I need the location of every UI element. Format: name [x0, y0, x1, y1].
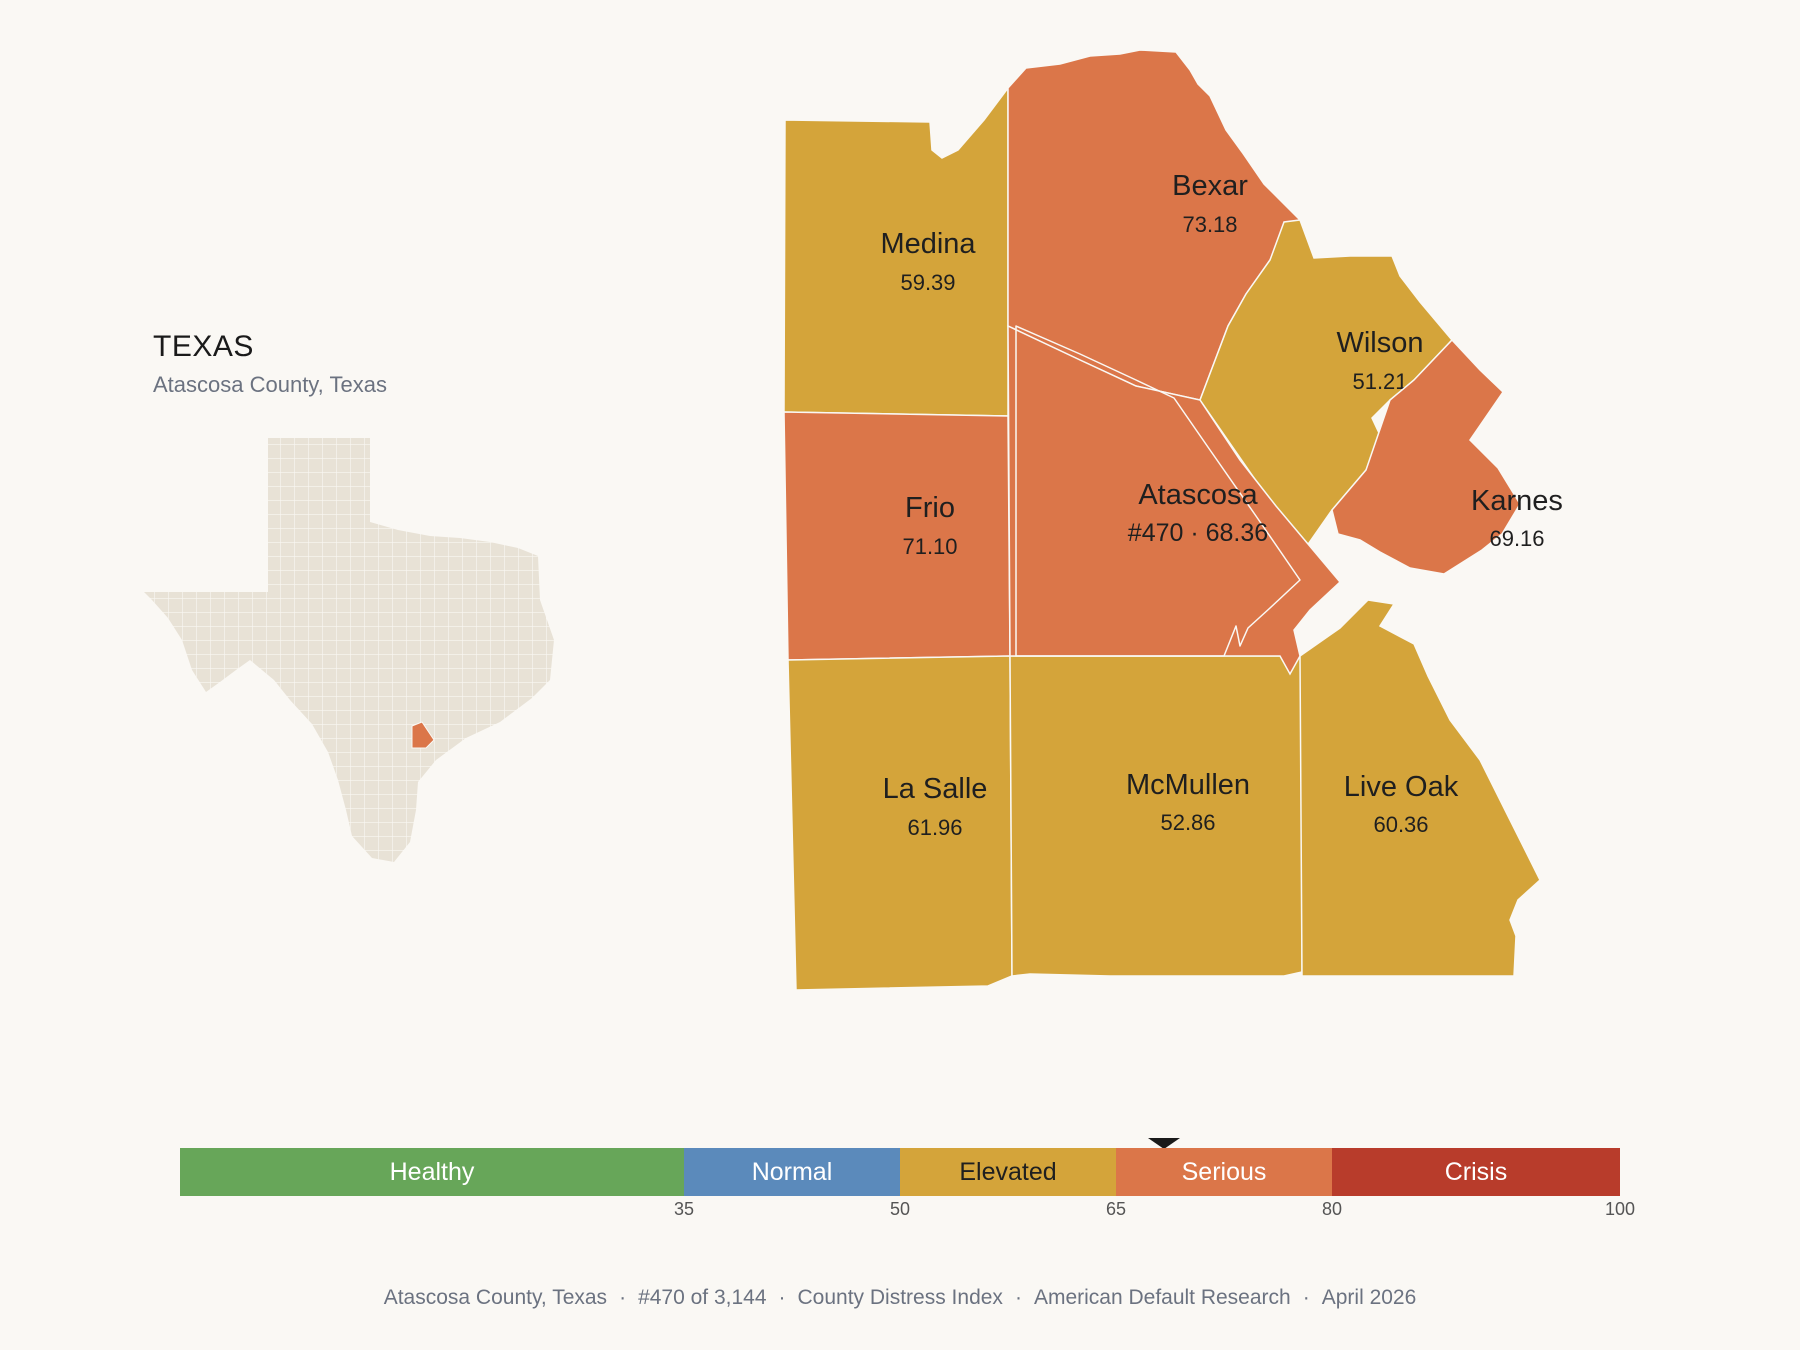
legend-segment-normal: Normal [684, 1148, 900, 1196]
footer-index: County Distress Index [797, 1286, 1003, 1309]
county-label-name: Frio [905, 492, 955, 524]
county-label-name: Live Oak [1344, 771, 1459, 803]
footer-date: April 2026 [1321, 1286, 1417, 1309]
footer-county: Atascosa County, Texas [383, 1286, 608, 1309]
legend-label: Crisis [1444, 1157, 1508, 1186]
legend-segment-crisis: Crisis [1332, 1148, 1620, 1196]
county-label-score: 69.16 [1489, 526, 1544, 551]
legend-segment-healthy: Healthy [180, 1148, 684, 1196]
legend-bar: Healthy Normal Elevated Serious Crisis [180, 1148, 1620, 1196]
legend-label: Elevated [959, 1157, 1057, 1186]
county-label-name: Wilson [1336, 327, 1423, 359]
county-label-name: Bexar [1172, 170, 1248, 202]
inset-title: TEXAS [153, 330, 254, 363]
county-mcmullen[interactable]: McMullen 52.86 [1009, 655, 1303, 977]
county-live-oak[interactable]: Live Oak 60.36 [1299, 599, 1541, 977]
county-medina[interactable]: Medina 59.39 [783, 85, 1009, 417]
county-label-score: 51.21 [1352, 369, 1407, 394]
county-label-score: #470 · 68.36 [1128, 519, 1268, 547]
county-label-name: McMullen [1126, 769, 1250, 801]
county-label-name: Karnes [1471, 485, 1563, 517]
legend-label: Normal [751, 1157, 833, 1186]
county-atascosa[interactable]: Atascosa #470 · 68.36 [1007, 324, 1342, 676]
selected-county-outline [1015, 325, 1301, 657]
footer: Atascosa County, Texas · #470 of 3,144 · Cou… [383, 1286, 1417, 1309]
legend-tick: 100 [1604, 1199, 1636, 1219]
county-label-score: 60.36 [1373, 812, 1428, 837]
inset-subtitle: Atascosa County, Texas [153, 372, 387, 397]
county-label-name: Medina [880, 228, 976, 260]
legend-tick: 80 [1321, 1199, 1343, 1219]
county-frio[interactable]: Frio 71.10 [783, 411, 1011, 661]
county-karnes[interactable]: Karnes 69.16 [1331, 338, 1563, 575]
atascosa-locator-highlight [411, 721, 435, 749]
county-label-score: 61.96 [907, 815, 962, 840]
county-map: Medina 59.39 Bexar 73.18 Wilson 51.21 Ka… [783, 49, 1563, 991]
county-label-score: 59.39 [900, 270, 955, 295]
footer-source: American Default Research [1033, 1286, 1291, 1309]
legend-label: Serious [1181, 1157, 1267, 1186]
county-wilson[interactable]: Wilson 51.21 [1199, 219, 1454, 552]
score-marker [1148, 1138, 1181, 1149]
county-label-score: 73.18 [1182, 212, 1237, 237]
county-label-name: Atascosa [1138, 479, 1258, 511]
county-label-score: 52.86 [1160, 810, 1215, 835]
legend-tick: 65 [1105, 1199, 1127, 1219]
legend-label: Healthy [389, 1157, 475, 1186]
county-la-salle[interactable]: La Salle 61.96 [787, 655, 1013, 991]
footer-rank: #470 of 3,144 [638, 1286, 767, 1309]
legend-segment-serious: Serious [1116, 1148, 1332, 1196]
county-bexar[interactable]: Bexar 73.18 [1007, 49, 1301, 401]
legend-tick: 35 [673, 1199, 695, 1219]
legend-segment-elevated: Elevated [900, 1148, 1116, 1196]
legend-tick: 50 [889, 1199, 911, 1219]
county-label-score: 71.10 [902, 534, 957, 559]
county-label-name: La Salle [883, 773, 988, 805]
texas-locator-map [144, 438, 554, 862]
